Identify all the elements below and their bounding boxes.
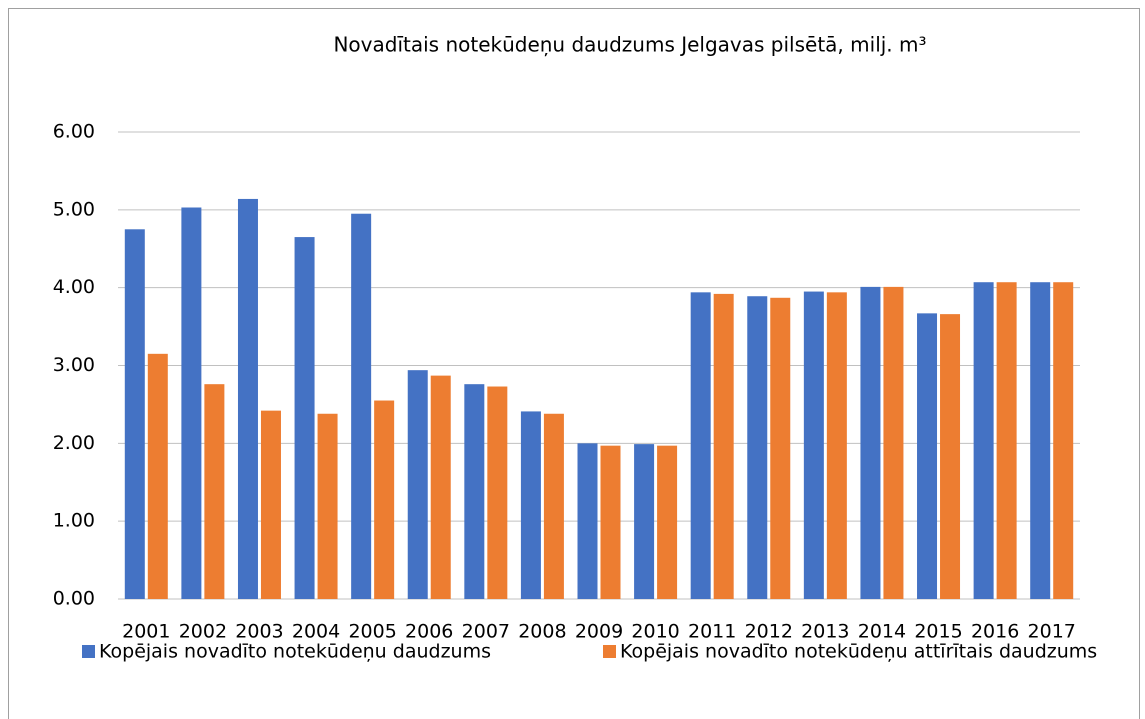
bar (260, 410, 281, 599)
legend-swatch (603, 645, 616, 658)
bar (600, 445, 621, 599)
bar (690, 292, 711, 599)
x-tick-label: 2012 (745, 621, 793, 643)
bar (317, 413, 338, 599)
x-tick-label: 2007 (462, 621, 510, 643)
x-tick-label: 2013 (801, 621, 849, 643)
x-tick-label: 2011 (688, 621, 736, 643)
legend-label: Kopējais novadīto notekūdeņu daudzums (99, 641, 491, 663)
y-tick-label: 1.00 (53, 510, 95, 532)
x-tick-label: 2010 (631, 621, 679, 643)
bar (351, 213, 372, 599)
bar (996, 282, 1017, 599)
bar (124, 229, 145, 599)
y-tick-label: 4.00 (53, 276, 95, 298)
y-tick-label: 2.00 (53, 432, 95, 454)
chart-title: Novadītais notekūdeņu daudzums Jelgavas … (333, 33, 926, 57)
chart-border (8, 8, 1140, 719)
bar (1053, 282, 1074, 599)
bar (940, 314, 961, 599)
x-tick-label: 2008 (518, 621, 566, 643)
x-tick-label: 2001 (122, 621, 170, 643)
legend-swatch (82, 645, 95, 658)
bar (860, 286, 881, 599)
bar (1030, 282, 1051, 599)
x-tick-label: 2014 (858, 621, 906, 643)
bar (634, 444, 655, 599)
bar (917, 313, 938, 599)
bar (883, 286, 904, 599)
y-tick-label: 5.00 (53, 198, 95, 220)
x-tick-label: 2015 (914, 621, 962, 643)
bar (973, 282, 994, 599)
bar (464, 384, 485, 599)
bar (747, 296, 768, 599)
bar (147, 353, 168, 599)
bar (520, 411, 541, 599)
bar (181, 207, 202, 599)
bar (657, 445, 678, 599)
x-tick-label: 2002 (179, 621, 227, 643)
bar (237, 198, 258, 600)
x-tick-label: 2009 (575, 621, 623, 643)
x-tick-label: 2005 (348, 621, 396, 643)
bar (826, 292, 847, 599)
x-tick-label: 2017 (1028, 621, 1076, 643)
bar (803, 291, 824, 599)
x-tick-label: 2003 (235, 621, 283, 643)
y-tick-label: 3.00 (53, 354, 95, 376)
x-tick-label: 2004 (292, 621, 340, 643)
bar (577, 443, 598, 599)
bar (713, 293, 734, 599)
x-tick-label: 2016 (971, 621, 1019, 643)
legend-label: Kopējais novadīto notekūdeņu attīrītais … (620, 641, 1097, 663)
bar (543, 413, 564, 599)
x-tick-label: 2006 (405, 621, 453, 643)
bar (407, 370, 428, 599)
bar (374, 400, 395, 599)
y-tick-label: 0.00 (53, 588, 95, 610)
y-tick-label: 6.00 (53, 121, 95, 143)
bar (204, 384, 225, 599)
bar (294, 237, 315, 599)
bar (770, 297, 791, 599)
bar (487, 386, 508, 599)
bar (430, 375, 451, 599)
